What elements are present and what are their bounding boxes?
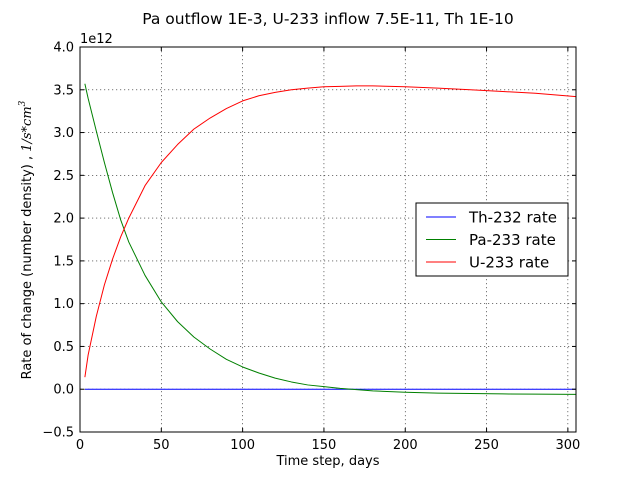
x-tick-label: 300 bbox=[555, 438, 580, 453]
y-axis-label: Rate of change (number density) , 1/s*cm… bbox=[18, 100, 35, 379]
y-tick-label: 3.5 bbox=[53, 83, 74, 98]
x-tick-label: 200 bbox=[393, 438, 418, 453]
y-axis-label-units-exponent: 3 bbox=[18, 100, 28, 106]
legend-label-pa-233-rate: Pa-233 rate bbox=[469, 231, 556, 249]
series-lines bbox=[84, 83, 577, 395]
legend-label-u-233-rate: U-233 rate bbox=[469, 254, 549, 272]
y-tick-label: −0.5 bbox=[42, 426, 74, 441]
plot-frame bbox=[79, 46, 577, 433]
y-tick-label: 4.0 bbox=[53, 41, 74, 56]
x-tick-label: 250 bbox=[474, 438, 499, 453]
y-tick-label: 0.0 bbox=[53, 383, 74, 398]
y-tick-label: 3.0 bbox=[53, 126, 74, 141]
y-tick-label: 1.5 bbox=[53, 254, 74, 269]
x-axis-label: Time step, days bbox=[275, 454, 379, 469]
x-tick-label: 0 bbox=[76, 438, 84, 453]
x-tick-label: 100 bbox=[230, 438, 255, 453]
x-tick-label: 50 bbox=[153, 438, 170, 453]
y-axis-label-text: Rate of change (number density) , bbox=[20, 152, 35, 380]
legend-label-th-232-rate: Th-232 rate bbox=[468, 209, 557, 227]
chart-title: Pa outflow 1E-3, U-233 inflow 7.5E-11, T… bbox=[142, 10, 514, 28]
y-tick-label: 1.0 bbox=[53, 297, 74, 312]
series-line-pa-233-rate bbox=[84, 83, 577, 395]
y-axis-label-units: 1/s*cm bbox=[20, 106, 35, 151]
y-offset-text: 1e12 bbox=[80, 32, 113, 47]
y-tick-label: 2.5 bbox=[53, 169, 74, 184]
y-tick-label: 2.0 bbox=[53, 212, 74, 227]
ticks: 0 50 100 150 200 250 300 −0.5 0.0 0.5 1.0 1.5 2.0 2.5… bbox=[42, 41, 580, 454]
y-tick-label: 0.5 bbox=[53, 340, 74, 355]
legend: Th-232 rate Pa-233 rate U-233 rate bbox=[415, 202, 569, 277]
x-tick-label: 150 bbox=[312, 438, 337, 453]
series-line-u-233-rate bbox=[84, 85, 577, 378]
